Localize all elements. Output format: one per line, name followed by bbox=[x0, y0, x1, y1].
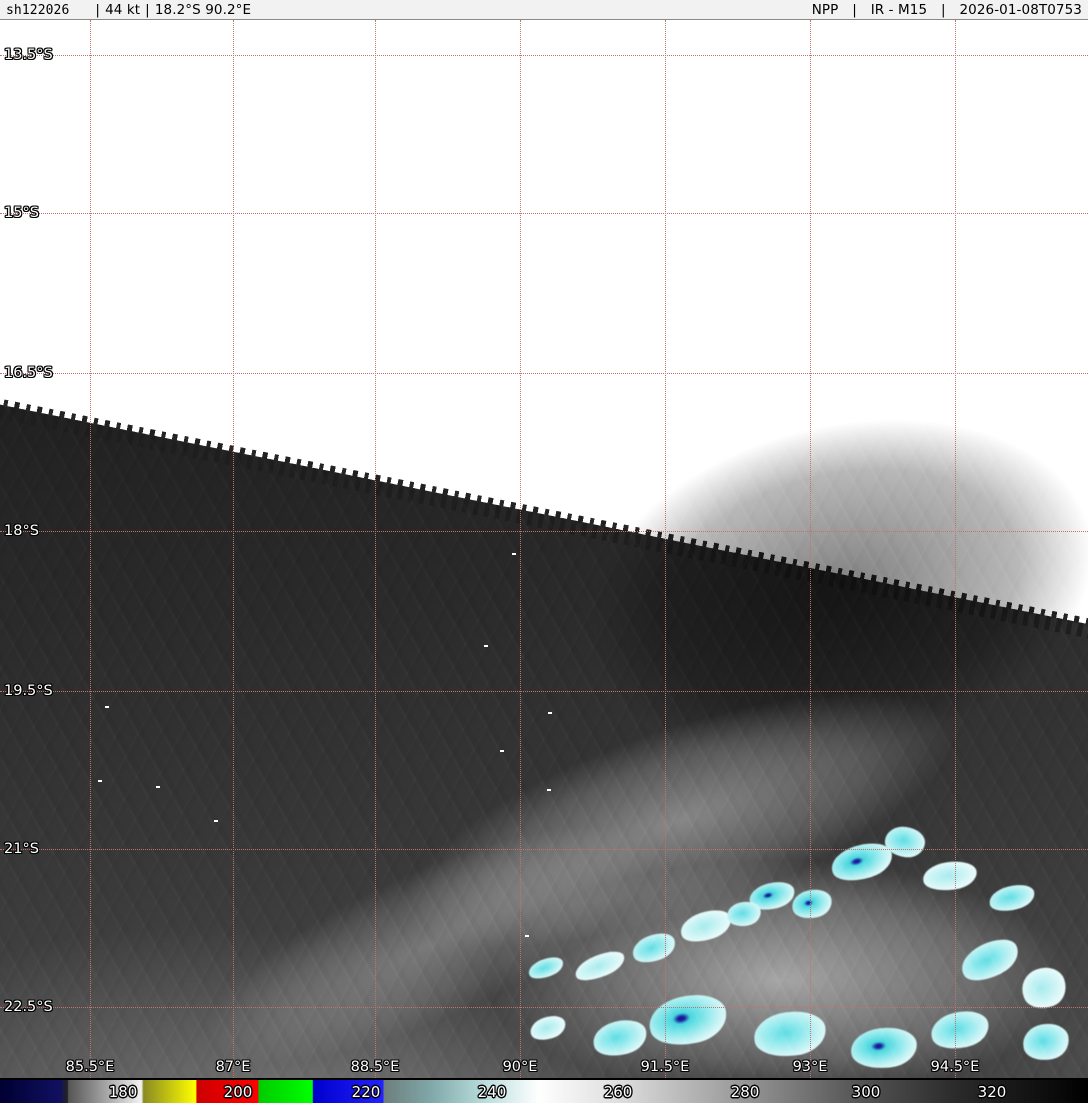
colorbar-tick-label: 320 bbox=[977, 1082, 1007, 1101]
colorbar[interactable]: 180 200 220 240 260 280 300 320 bbox=[0, 1080, 1088, 1103]
colorbar-tick-label: 220 bbox=[351, 1082, 381, 1101]
colorbar-tick-label: 260 bbox=[603, 1082, 633, 1101]
intensity-label: 44 kt bbox=[105, 1, 141, 18]
header-separator-2: | bbox=[145, 1, 150, 18]
header-bar: sh122026 | 44 kt | 18.2°S 90.2°E NPP | I… bbox=[0, 0, 1088, 20]
colorbar-tick-label: 300 bbox=[851, 1082, 881, 1101]
graticule-line-lat bbox=[0, 373, 1088, 374]
header-left-group: sh122026 | 44 kt | 18.2°S 90.2°E bbox=[6, 2, 251, 18]
header-separator-4: | bbox=[940, 1, 946, 18]
graticule-line-lat bbox=[0, 55, 1088, 56]
center-position-label: 18.2°S 90.2°E bbox=[154, 1, 252, 18]
header-separator-3: | bbox=[852, 1, 857, 18]
colorbar-gradient bbox=[0, 1080, 1088, 1103]
colorbar-tick-label: 280 bbox=[730, 1082, 760, 1101]
colorbar-tick-label: 240 bbox=[477, 1082, 507, 1101]
latitude-label: 16.5°S bbox=[4, 365, 53, 381]
header-right-group: NPP | IR - M15 | 2026-01-08T0753 bbox=[812, 2, 1082, 18]
storm-id-label: sh122026 bbox=[6, 2, 70, 18]
colorbar-tick-label: 180 bbox=[108, 1082, 138, 1101]
timestamp-label: 2026-01-08T0753 bbox=[959, 1, 1082, 18]
satellite-image-canvas[interactable]: 13.5°S 15°S 16.5°S 18°S 19.5°S 21°S 22.5°S 85.5… bbox=[0, 20, 1088, 1078]
colorbar-tick-label: 200 bbox=[223, 1082, 253, 1101]
latitude-label: 15°S bbox=[4, 205, 39, 221]
latitude-label: 13.5°S bbox=[4, 47, 53, 63]
channel-label: IR - M15 bbox=[870, 1, 928, 18]
satellite-label: NPP bbox=[811, 1, 839, 18]
graticule-line-lat bbox=[0, 213, 1088, 214]
header-separator-1: | bbox=[95, 1, 101, 18]
